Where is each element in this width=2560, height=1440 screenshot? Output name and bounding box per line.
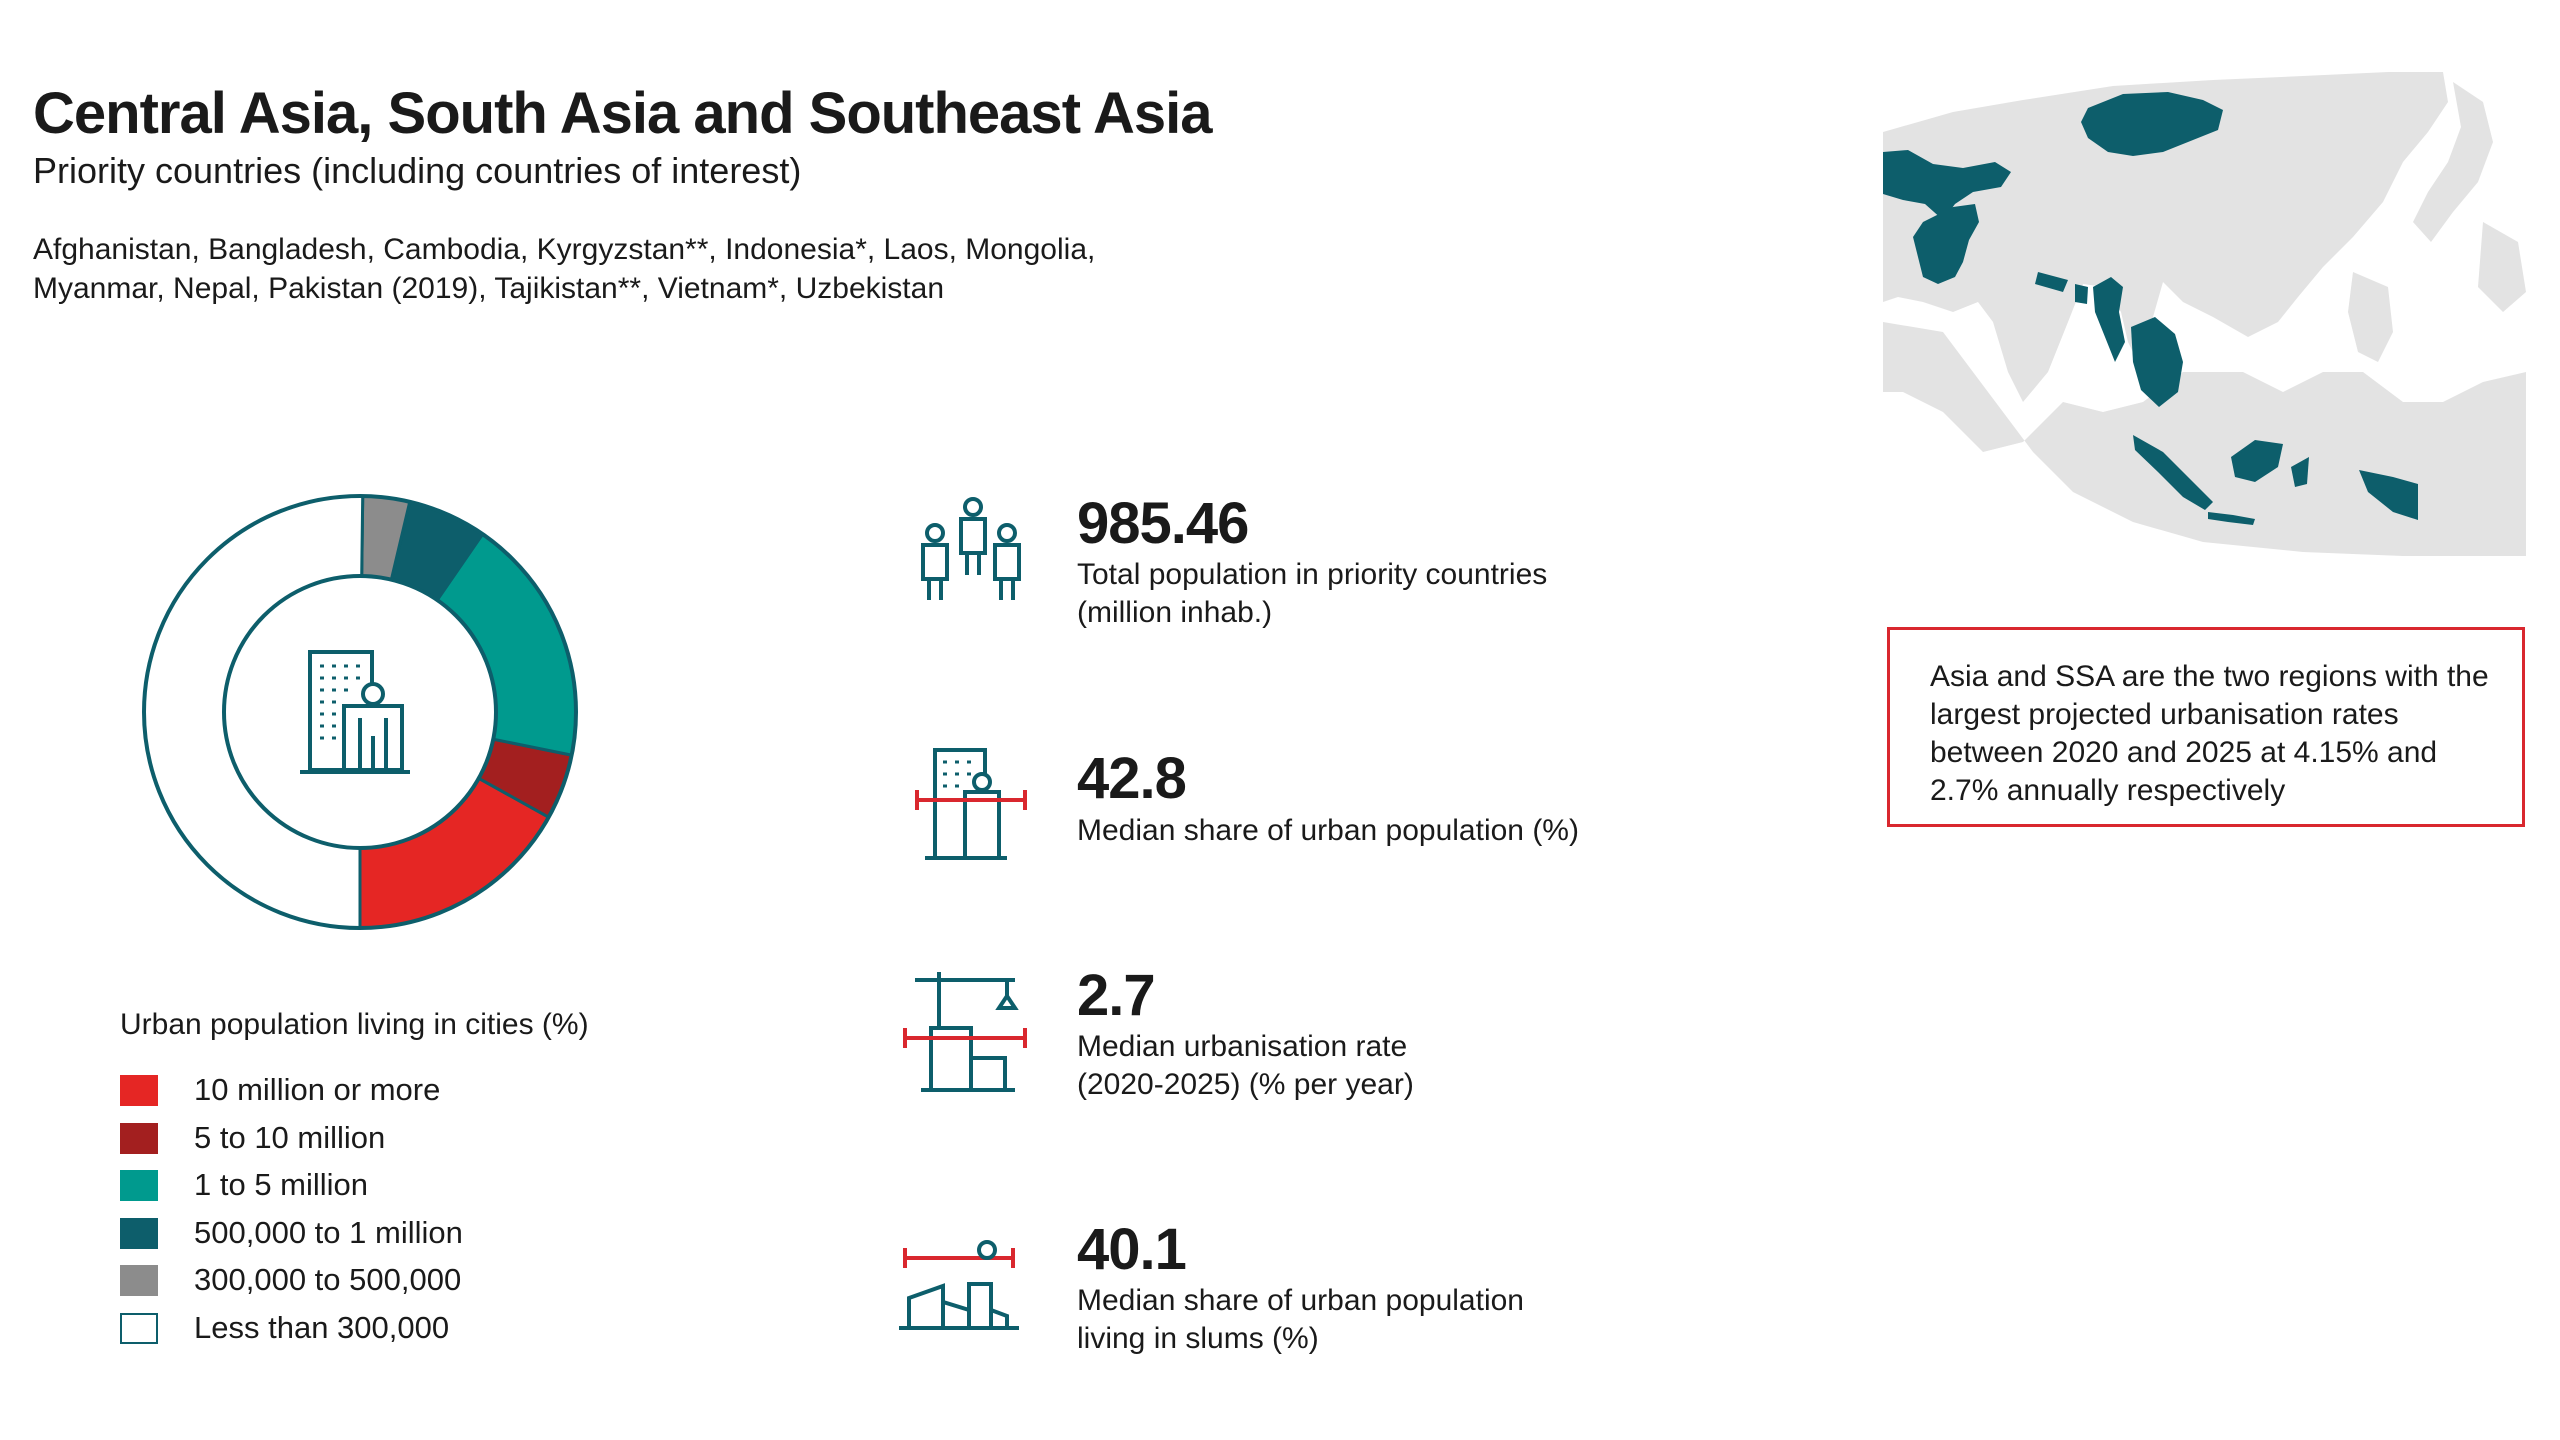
callout-text: Asia and SSA are the two regions with th… <box>1930 660 2489 807</box>
legend-item: 10 million or more <box>120 1072 441 1107</box>
legend-title: Urban population living in cities (%) <box>120 1008 589 1041</box>
nepal-shape <box>2035 272 2068 292</box>
stat-label-slums-line-2: living in slums (%) <box>1077 1322 1319 1355</box>
stat-value-urbanisation-rate: 2.7 <box>1077 963 1156 1028</box>
urban-population-donut-chart <box>120 470 620 950</box>
legend-swatch <box>120 1122 158 1154</box>
mongolia-shape <box>2081 92 2223 156</box>
countries-list-line-2: Myanmar, Nepal, Pakistan (2019), Tajikis… <box>33 272 945 305</box>
afghanistan-pakistan-shape <box>1913 204 1979 284</box>
bangladesh-shape <box>2075 284 2088 304</box>
sulawesi-shape <box>2291 457 2309 487</box>
donut-chart-svg <box>142 494 578 930</box>
countries-list-line-1: Afghanistan, Bangladesh, Cambodia, Kyrgy… <box>33 233 1096 266</box>
legend-swatch <box>120 1169 158 1201</box>
callout-box: Asia and SSA are the two regions with th… <box>1887 627 2525 827</box>
legend-label: 1 to 5 million <box>194 1167 369 1202</box>
legend-label: 5 to 10 million <box>194 1120 386 1155</box>
map-landmass <box>2413 82 2493 242</box>
indochina-shape <box>2131 317 2183 407</box>
people-icon <box>895 485 1035 615</box>
borneo-shape <box>2231 440 2283 482</box>
sumatra-shape <box>2133 435 2213 510</box>
stat-value-slums: 40.1 <box>1077 1217 1187 1282</box>
map-landmass <box>2478 222 2526 312</box>
legend-label: Less than 300,000 <box>194 1310 450 1345</box>
construction-crane-icon <box>895 968 1035 1098</box>
stat-value-population: 985.46 <box>1077 491 1249 556</box>
legend-item: 1 to 5 million <box>120 1167 369 1202</box>
slum-housing-icon <box>895 1236 1035 1366</box>
legend-item: 500,000 to 1 million <box>120 1215 463 1250</box>
legend-swatch <box>120 1074 158 1106</box>
building-person-icon <box>300 650 410 774</box>
papua-shape <box>2359 470 2418 520</box>
legend-label: 10 million or more <box>194 1072 441 1107</box>
legend-label: 500,000 to 1 million <box>194 1215 463 1250</box>
central-asia-shape <box>1883 150 2011 220</box>
asia-region-map <box>1883 72 2526 556</box>
legend-swatch <box>120 1312 158 1344</box>
map-landmass <box>2348 272 2393 362</box>
java-shape <box>2208 512 2255 525</box>
legend-label: 300,000 to 500,000 <box>194 1262 462 1297</box>
urban-building-icon <box>895 740 1035 870</box>
legend-swatch <box>120 1217 158 1249</box>
stat-label-slums-line-1: Median share of urban population <box>1077 1284 1524 1317</box>
myanmar-shape <box>2093 277 2125 362</box>
map-landmass <box>1883 72 2448 402</box>
stat-label-population-line-1: Total population in priority countries <box>1077 558 1548 591</box>
stat-label-urbanisation-rate-line-1: Median urbanisation rate <box>1077 1030 1408 1063</box>
donut-outer-ring <box>142 494 578 930</box>
stat-label-population-line-2: (million inhab.) <box>1077 596 1273 629</box>
stat-label-urban-share: Median share of urban population (%) <box>1077 814 1579 847</box>
legend-swatch <box>120 1264 158 1296</box>
map-landmass <box>1883 322 2526 556</box>
legend-item: 5 to 10 million <box>120 1120 386 1155</box>
stat-label-urbanisation-rate-line-2: (2020-2025) (% per year) <box>1077 1068 1414 1101</box>
page-subtitle: Priority countries (including countries … <box>33 150 802 191</box>
page-title: Central Asia, South Asia and Southeast A… <box>33 81 1212 146</box>
stat-value-urban-share: 42.8 <box>1077 746 1187 811</box>
legend-item: 300,000 to 500,000 <box>120 1262 462 1297</box>
legend-item: Less than 300,000 <box>120 1310 450 1345</box>
